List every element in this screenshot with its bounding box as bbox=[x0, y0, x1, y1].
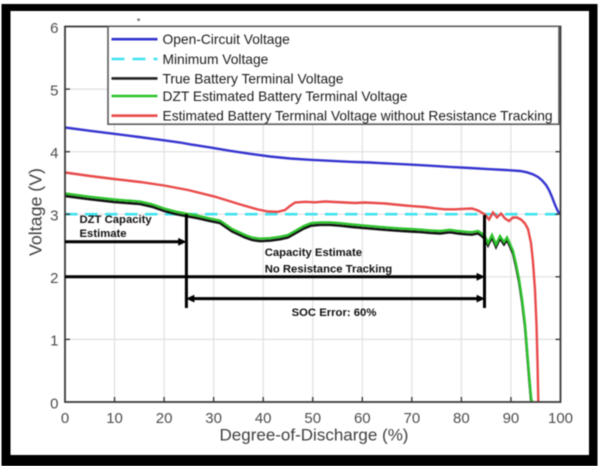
svg-text:Estimate: Estimate bbox=[80, 228, 127, 240]
svg-text:Minimum Voltage: Minimum Voltage bbox=[163, 52, 269, 67]
svg-text:SOC Error: 60%: SOC Error: 60% bbox=[292, 307, 377, 319]
svg-text:50: 50 bbox=[304, 410, 321, 427]
svg-text:No Resistance Tracking: No Resistance Tracking bbox=[265, 264, 393, 276]
svg-text:70: 70 bbox=[404, 410, 421, 427]
svg-text:2: 2 bbox=[50, 270, 58, 287]
svg-text:Capacity Estimate: Capacity Estimate bbox=[265, 247, 362, 259]
svg-text:Estimated Battery Terminal Vol: Estimated Battery Terminal Voltage witho… bbox=[163, 109, 553, 124]
svg-text:0: 0 bbox=[50, 395, 58, 412]
svg-text:Degree-of-Discharge (%): Degree-of-Discharge (%) bbox=[220, 426, 409, 445]
svg-text:DZT Capacity: DZT Capacity bbox=[80, 214, 153, 226]
svg-text:DZT Estimated Battery Terminal: DZT Estimated Battery Terminal Voltage bbox=[163, 89, 408, 104]
svg-text:100: 100 bbox=[548, 410, 573, 427]
svg-text:3: 3 bbox=[50, 208, 58, 225]
svg-text:1: 1 bbox=[50, 333, 58, 350]
svg-text:Voltage (V): Voltage (V) bbox=[26, 168, 46, 256]
svg-text:5: 5 bbox=[50, 82, 58, 99]
svg-text:40: 40 bbox=[255, 410, 272, 427]
svg-text:30: 30 bbox=[205, 410, 222, 427]
svg-text:0: 0 bbox=[61, 410, 69, 427]
svg-text:20: 20 bbox=[156, 410, 173, 427]
svg-text:4: 4 bbox=[50, 145, 58, 162]
svg-text:6: 6 bbox=[50, 20, 58, 37]
svg-text:True Battery Terminal Voltage: True Battery Terminal Voltage bbox=[163, 71, 344, 86]
svg-text:60: 60 bbox=[354, 410, 371, 427]
svg-text:80: 80 bbox=[453, 410, 470, 427]
svg-text:10: 10 bbox=[106, 410, 123, 427]
svg-text:Open-Circuit Voltage: Open-Circuit Voltage bbox=[163, 32, 291, 47]
svg-text:90: 90 bbox=[503, 410, 520, 427]
